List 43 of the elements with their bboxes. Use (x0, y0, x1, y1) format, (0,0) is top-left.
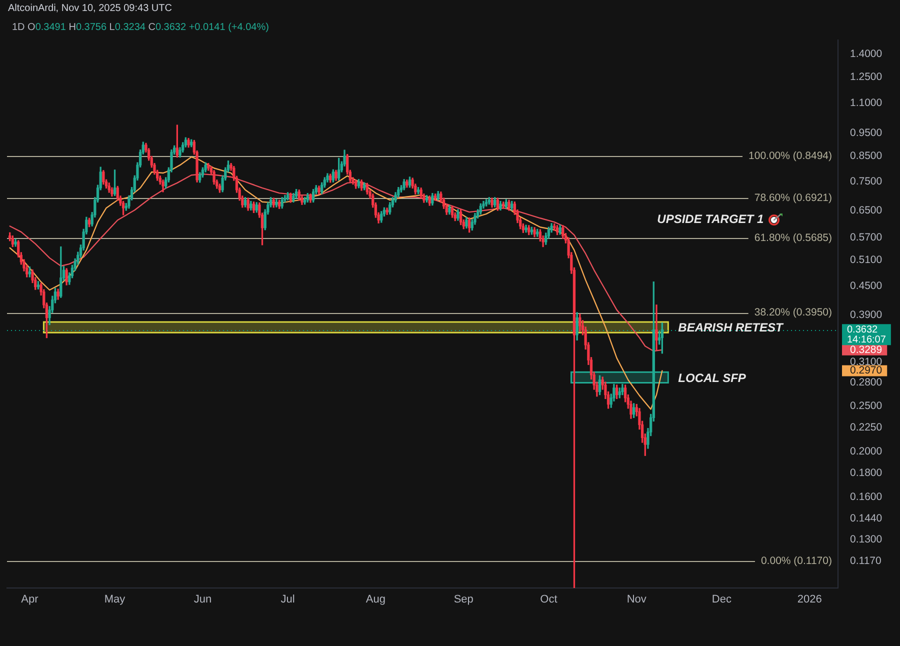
y-tick-label: 0.1600 (850, 490, 882, 503)
x-tick-label: Dec (712, 594, 732, 606)
y-tick-label: 0.2970 (850, 364, 882, 377)
x-tick-label: Oct (540, 594, 558, 606)
y-tick-label: 0.4500 (850, 280, 882, 292)
y-tick-label: 0.3289 (850, 344, 882, 356)
ref-line-label: 78.60% (0.6921) (754, 192, 832, 204)
y-tick-label: 1.4000 (850, 48, 882, 60)
y-tick-label: 0.6500 (850, 204, 882, 217)
band-label: BEARISH RETEST (678, 320, 785, 335)
y-tick-label: 0.2250 (850, 421, 882, 434)
y-tick-label: 0.1300 (850, 533, 882, 546)
x-tick-label: Sep (454, 594, 474, 606)
chart-title: AltcoinArdi, Nov 10, 2025 09:43 UTC (8, 3, 172, 14)
y-tick-label: 1.1000 (850, 97, 882, 110)
ref-line-label: 100.00% (0.8494) (748, 150, 832, 162)
x-tick-label: Aug (366, 594, 386, 606)
x-tick-label: Apr (21, 594, 39, 606)
x-tick-label: Jun (194, 594, 212, 606)
ref-line-label: 38.20% (0.3950) (754, 306, 832, 318)
ref-line-label: 0.3632 14:16:07 (847, 324, 886, 346)
x-tick-label: 2026 (797, 594, 822, 606)
y-tick-label: 0.2800 (850, 376, 882, 389)
x-tick-label: Jul (280, 594, 295, 606)
y-tick-label: 0.3900 (850, 308, 882, 321)
y-tick-label: 0.2500 (850, 400, 882, 412)
y-tick-label: 0.5100 (850, 254, 882, 266)
y-tick-label: 1.2500 (850, 71, 882, 84)
y-tick-label: 0.1440 (850, 512, 882, 524)
band-label: LOCAL SFP (678, 370, 747, 385)
y-tick-label: 0.5700 (850, 231, 882, 244)
x-tick-label: May (104, 594, 126, 606)
y-tick-label: 0.8500 (850, 150, 882, 162)
annotation: UPSIDE TARGET 1 (657, 212, 764, 226)
y-tick-label: 0.7500 (850, 175, 882, 188)
y-tick-label: 0.1170 (850, 554, 882, 567)
ref-line-label: 0.00% (0.1170) (760, 554, 832, 567)
y-tick-label: 0.2000 (850, 445, 882, 458)
text: 1D O0.3491 H0.3756 L0.3234 C0.3632 +0.0141 (+4.04%) (12, 22, 269, 33)
x-tick-label: Nov (626, 594, 647, 606)
y-tick-label: 0.1800 (850, 466, 882, 479)
ref-line-label: 61.80% (0.5685) (754, 232, 832, 244)
y-tick-label: 0.9500 (850, 127, 882, 140)
